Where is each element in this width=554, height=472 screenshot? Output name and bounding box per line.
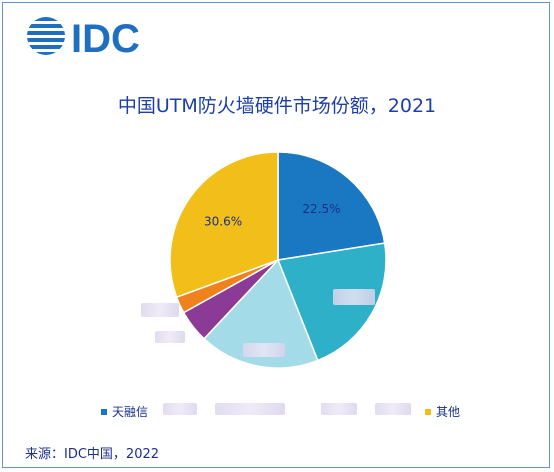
pie-slice-2: [203, 258, 319, 369]
redacted-data-label: [141, 303, 179, 317]
chart-frame: IDC 中国UTM防火墙硬件市场份额，2021 22.5% 30.6% 天融信 其…: [2, 2, 550, 468]
source-note: 来源：IDC中国，2022: [25, 447, 160, 462]
legend-swatch-other: [425, 408, 431, 415]
legend-label-other: 其他: [436, 405, 461, 419]
chart-legend: 天融信 其他: [3, 403, 551, 423]
redacted-legend-item: [375, 403, 411, 415]
chart-title: 中国UTM防火墙硬件市场份额，2021: [117, 95, 437, 117]
redacted-legend-item: [163, 403, 197, 415]
pie-slice-0: [277, 151, 386, 261]
redacted-data-label: [243, 343, 285, 357]
pie-data-label-0: 22.5%: [302, 202, 340, 216]
redacted-legend-item: [215, 403, 285, 415]
pie-data-label-5: 30.6%: [204, 215, 242, 229]
legend-swatch-tianrongxin: [101, 408, 107, 415]
idc-logo: IDC: [27, 17, 140, 61]
redacted-legend-item: [321, 403, 357, 415]
pie-slice-5: [169, 151, 279, 299]
legend-label-tianrongxin: 天融信: [112, 405, 149, 419]
pie-chart: 22.5% 30.6%: [169, 151, 387, 369]
legend-item-other: 其他: [425, 403, 460, 420]
legend-item-tianrongxin: 天融信: [101, 403, 148, 420]
redacted-data-label: [333, 289, 375, 305]
redacted-data-label: [155, 331, 185, 343]
globe-icon: [27, 17, 65, 55]
pie-slice-1: [276, 242, 387, 362]
logo-text: IDC: [71, 17, 140, 61]
